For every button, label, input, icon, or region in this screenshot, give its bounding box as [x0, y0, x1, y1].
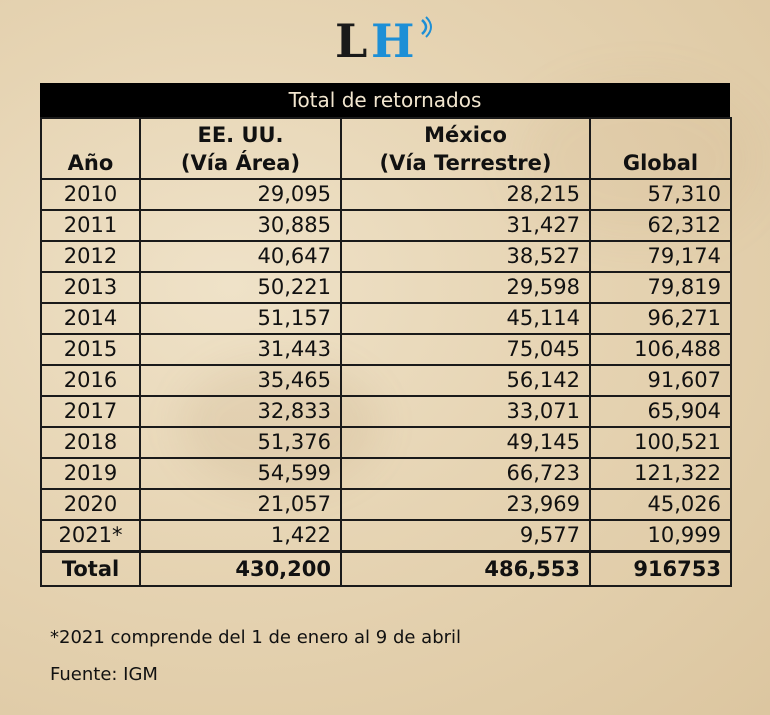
table-row: 2011 30,885 31,427 62,312: [40, 209, 732, 242]
cell-mexico: 33,071: [340, 395, 591, 428]
table-row: 2015 31,443 75,045 106,488: [40, 333, 732, 366]
cell-global: 106,488: [589, 333, 732, 366]
cell-global: 96,271: [589, 302, 732, 335]
cell-global: 57,310: [589, 178, 732, 211]
cell-usa: 29,095: [139, 178, 342, 211]
cell-usa: 51,157: [139, 302, 342, 335]
cell-year: 2018: [40, 426, 141, 459]
cell-year: 2015: [40, 333, 141, 366]
cell-year: 2010: [40, 178, 141, 211]
logo-letter-l: L: [335, 14, 367, 68]
cell-mexico: 9,577: [340, 519, 591, 553]
cell-year: 2021*: [40, 519, 141, 553]
cell-global: 45,026: [589, 488, 732, 521]
logo-letter-h: H: [371, 14, 415, 68]
total-usa: 430,200: [139, 550, 342, 587]
cell-global: 79,174: [589, 240, 732, 273]
cell-global: 65,904: [589, 395, 732, 428]
cell-usa: 54,599: [139, 457, 342, 490]
header-global: Global: [589, 117, 732, 180]
header-year: Año: [40, 117, 141, 180]
table-row: 2021* 1,422 9,577 10,999: [40, 519, 732, 553]
total-row: Total 430,200 486,553 916753: [40, 550, 732, 587]
data-table: Año EE. UU. (Vía Área) México (Vía Terre…: [40, 117, 732, 587]
table-body: 2010 29,095 28,215 57,310 2011 30,885 31,427 62…: [40, 178, 732, 553]
cell-mexico: 49,145: [340, 426, 591, 459]
cell-usa: 1,422: [139, 519, 342, 553]
cell-year: 2013: [40, 271, 141, 304]
header-mexico-line2: (Vía Terrestre): [379, 151, 552, 175]
table-row: 2018 51,376 49,145 100,521: [40, 426, 732, 459]
cell-year: 2016: [40, 364, 141, 397]
cell-year: 2019: [40, 457, 141, 490]
cell-global: 121,322: [589, 457, 732, 490]
cell-mexico: 75,045: [340, 333, 591, 366]
lh-logo: L H: [335, 14, 445, 70]
cell-year: 2012: [40, 240, 141, 273]
cell-global: 79,819: [589, 271, 732, 304]
cell-mexico: 31,427: [340, 209, 591, 242]
cell-usa: 35,465: [139, 364, 342, 397]
header-usa-line1: EE. UU.: [197, 123, 284, 147]
cell-usa: 40,647: [139, 240, 342, 273]
cell-mexico: 29,598: [340, 271, 591, 304]
cell-usa: 32,833: [139, 395, 342, 428]
table-row: 2019 54,599 66,723 121,322: [40, 457, 732, 490]
cell-global: 62,312: [589, 209, 732, 242]
returnees-table: Total de retornados Año EE. UU. (Vía Áre…: [40, 83, 732, 587]
table-row: 2020 21,057 23,969 45,026: [40, 488, 732, 521]
total-mexico: 486,553: [340, 550, 591, 587]
cell-year: 2014: [40, 302, 141, 335]
footnote: *2021 comprende del 1 de enero al 9 de a…: [50, 627, 462, 648]
cell-global: 91,607: [589, 364, 732, 397]
header-usa-line2: (Vía Área): [180, 151, 301, 175]
cell-global: 10,999: [589, 519, 732, 553]
table-row: 2010 29,095 28,215 57,310: [40, 178, 732, 211]
cell-mexico: 45,114: [340, 302, 591, 335]
cell-usa: 31,443: [139, 333, 342, 366]
header-mexico: México (Vía Terrestre): [340, 117, 591, 180]
table-row: 2017 32,833 33,071 65,904: [40, 395, 732, 428]
table-row: 2012 40,647 38,527 79,174: [40, 240, 732, 273]
total-label: Total: [40, 550, 141, 587]
header-mexico-line1: México: [424, 123, 507, 147]
cell-mexico: 66,723: [340, 457, 591, 490]
header-usa: EE. UU. (Vía Área): [139, 117, 342, 180]
table-row: 2016 35,465 56,142 91,607: [40, 364, 732, 397]
cell-mexico: 38,527: [340, 240, 591, 273]
cell-mexico: 28,215: [340, 178, 591, 211]
cell-usa: 51,376: [139, 426, 342, 459]
table-row: 2013 50,221 29,598 79,819: [40, 271, 732, 304]
cell-year: 2017: [40, 395, 141, 428]
total-global: 916753: [589, 550, 732, 587]
cell-year: 2020: [40, 488, 141, 521]
cell-global: 100,521: [589, 426, 732, 459]
header-row: Año EE. UU. (Vía Área) México (Vía Terre…: [40, 117, 732, 180]
cell-usa: 50,221: [139, 271, 342, 304]
table-title: Total de retornados: [40, 83, 730, 117]
cell-mexico: 23,969: [340, 488, 591, 521]
cell-mexico: 56,142: [340, 364, 591, 397]
cell-year: 2011: [40, 209, 141, 242]
cell-usa: 30,885: [139, 209, 342, 242]
source-note: Fuente: IGM: [50, 664, 158, 685]
signal-icon: [421, 16, 432, 38]
table-row: 2014 51,157 45,114 96,271: [40, 302, 732, 335]
cell-usa: 21,057: [139, 488, 342, 521]
